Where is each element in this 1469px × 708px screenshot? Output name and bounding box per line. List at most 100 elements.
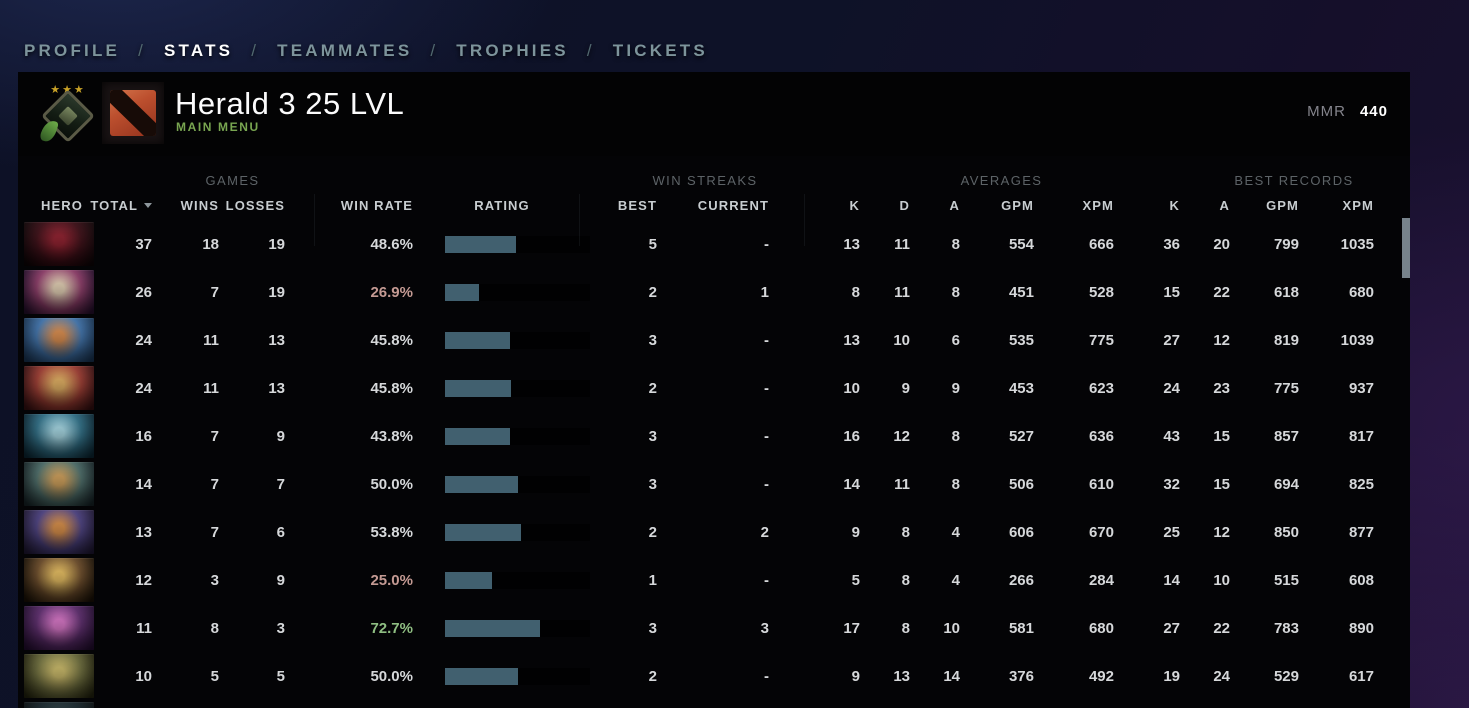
cell-total: 24 bbox=[135, 379, 152, 397]
vertical-scrollbar-thumb[interactable] bbox=[1402, 218, 1410, 278]
cell-avg-gpm: 535 bbox=[1008, 331, 1034, 349]
hero-stats-table: GAMES WIN STREAKS AVERAGES BEST RECORDS … bbox=[18, 170, 1410, 708]
cell-avg-k: 9 bbox=[851, 523, 860, 541]
cell-avg-a: 4 bbox=[951, 523, 960, 541]
col-header-win-rate[interactable]: WIN RATE bbox=[340, 197, 413, 213]
tab-profile[interactable]: PROFILE bbox=[24, 41, 121, 60]
table-row[interactable]: 24 11 13 45.8% 2 - 10 9 9 453 623 24 23 … bbox=[24, 364, 1410, 412]
cell-wins: 11 bbox=[203, 331, 219, 349]
cell-wins: 3 bbox=[210, 571, 219, 589]
tab-teammates[interactable]: TEAMMATES bbox=[277, 41, 413, 60]
hero-portrait[interactable] bbox=[24, 270, 94, 314]
cell-best-gpm: 783 bbox=[1273, 619, 1299, 637]
hero-portrait[interactable] bbox=[24, 654, 94, 698]
table-row[interactable]: 16 7 9 43.8% 3 - 16 12 8 527 636 43 15 8… bbox=[24, 412, 1410, 460]
col-header-avg-a[interactable]: A bbox=[949, 197, 960, 213]
cell-losses: 9 bbox=[276, 427, 285, 445]
table-group-headers: GAMES WIN STREAKS AVERAGES BEST RECORDS bbox=[24, 170, 1410, 190]
table-row[interactable]: 13 7 6 53.8% 2 2 9 8 4 606 670 25 12 850… bbox=[24, 508, 1410, 556]
group-header-averages: AVERAGES bbox=[960, 172, 1043, 188]
sort-caret-icon bbox=[144, 202, 152, 208]
rating-bar-track bbox=[445, 379, 590, 397]
table-row[interactable] bbox=[24, 700, 1410, 708]
dota2-logo-icon[interactable] bbox=[102, 82, 164, 144]
hero-portrait[interactable] bbox=[24, 510, 94, 554]
cell-rating bbox=[413, 619, 591, 637]
cell-win-rate: 53.8% bbox=[370, 523, 413, 541]
hero-portrait[interactable] bbox=[24, 366, 94, 410]
hero-portrait[interactable] bbox=[24, 606, 94, 650]
cell-win-rate: 72.7% bbox=[370, 619, 413, 637]
mmr-display: MMR 440 bbox=[1307, 103, 1388, 120]
table-row[interactable]: 37 18 19 48.6% 5 - 13 11 8 554 666 36 20… bbox=[24, 220, 1410, 268]
nav-separator: / bbox=[251, 41, 260, 60]
hero-portrait[interactable] bbox=[24, 318, 94, 362]
col-header-streak-best[interactable]: BEST bbox=[617, 197, 657, 213]
rating-bar-track bbox=[445, 523, 590, 541]
cell-best-a: 15 bbox=[1213, 427, 1230, 445]
tab-tickets[interactable]: TICKETS bbox=[612, 41, 708, 60]
cell-best-xpm: 937 bbox=[1348, 379, 1374, 397]
cell-avg-d: 11 bbox=[894, 475, 910, 493]
cell-streak-current: - bbox=[764, 235, 769, 253]
col-header-rating[interactable]: RATING bbox=[474, 197, 530, 213]
cell-avg-xpm: 528 bbox=[1088, 283, 1114, 301]
col-header-hero[interactable]: HERO bbox=[41, 197, 83, 213]
cell-total: 26 bbox=[135, 283, 152, 301]
col-header-best-gpm[interactable]: GPM bbox=[1266, 197, 1299, 213]
col-header-avg-gpm[interactable]: GPM bbox=[1001, 197, 1034, 213]
col-header-avg-d[interactable]: D bbox=[899, 197, 910, 213]
cell-best-xpm: 877 bbox=[1348, 523, 1374, 541]
cell-wins: 7 bbox=[210, 475, 219, 493]
cell-best-a: 20 bbox=[1213, 235, 1230, 253]
table-row[interactable]: 14 7 7 50.0% 3 - 14 11 8 506 610 32 15 6… bbox=[24, 460, 1410, 508]
cell-avg-xpm: 492 bbox=[1088, 667, 1114, 685]
tab-stats[interactable]: STATS bbox=[164, 41, 234, 60]
table-row[interactable]: 11 8 3 72.7% 3 3 17 8 10 581 680 27 22 7… bbox=[24, 604, 1410, 652]
rating-bar-track bbox=[445, 667, 590, 685]
cell-losses: 19 bbox=[268, 235, 285, 253]
rating-bar-fill bbox=[445, 619, 540, 637]
col-header-total[interactable]: TOTAL bbox=[90, 198, 152, 213]
col-header-avg-k[interactable]: K bbox=[849, 197, 860, 213]
cell-best-a: 12 bbox=[1213, 523, 1230, 541]
hero-portrait[interactable] bbox=[24, 702, 94, 708]
table-row[interactable]: 12 3 9 25.0% 1 - 5 8 4 266 284 14 10 515… bbox=[24, 556, 1410, 604]
rating-bar-fill bbox=[445, 331, 510, 349]
cell-avg-xpm: 666 bbox=[1088, 235, 1114, 253]
cell-best-gpm: 515 bbox=[1273, 571, 1299, 589]
cell-streak-best: 2 bbox=[648, 667, 657, 685]
tab-trophies[interactable]: TROPHIES bbox=[456, 41, 569, 60]
col-header-losses[interactable]: LOSSES bbox=[225, 197, 285, 213]
cell-win-rate: 50.0% bbox=[370, 475, 413, 493]
table-row[interactable]: 26 7 19 26.9% 2 1 8 11 8 451 528 15 22 6… bbox=[24, 268, 1410, 316]
col-header-best-a[interactable]: A bbox=[1219, 197, 1230, 213]
cell-avg-gpm: 606 bbox=[1008, 523, 1034, 541]
cell-avg-d: 11 bbox=[894, 283, 910, 301]
cell-wins: 18 bbox=[202, 235, 219, 253]
col-header-streak-current[interactable]: CURRENT bbox=[697, 197, 769, 213]
cell-streak-best: 3 bbox=[648, 331, 657, 349]
header-divider bbox=[804, 194, 805, 246]
cell-best-k: 27 bbox=[1163, 619, 1180, 637]
col-header-avg-xpm[interactable]: XPM bbox=[1082, 197, 1114, 213]
hero-portrait[interactable] bbox=[24, 222, 94, 266]
cell-streak-current: - bbox=[764, 427, 769, 445]
table-row[interactable]: 24 11 13 45.8% 3 - 13 10 6 535 775 27 12… bbox=[24, 316, 1410, 364]
cell-avg-xpm: 623 bbox=[1088, 379, 1114, 397]
hero-portrait[interactable] bbox=[24, 414, 94, 458]
cell-avg-d: 9 bbox=[901, 379, 910, 397]
cell-total: 14 bbox=[135, 475, 152, 493]
col-header-best-k[interactable]: K bbox=[1169, 197, 1180, 213]
hero-portrait[interactable] bbox=[24, 558, 94, 602]
rating-bar-track bbox=[445, 235, 590, 253]
hero-portrait[interactable] bbox=[24, 462, 94, 506]
col-header-best-xpm[interactable]: XPM bbox=[1342, 197, 1374, 213]
rating-bar-fill bbox=[445, 427, 510, 445]
cell-best-gpm: 618 bbox=[1273, 283, 1299, 301]
cell-best-xpm: 825 bbox=[1348, 475, 1374, 493]
cell-total: 24 bbox=[135, 331, 152, 349]
table-row[interactable]: 10 5 5 50.0% 2 - 9 13 14 376 492 19 24 5… bbox=[24, 652, 1410, 700]
cell-avg-gpm: 554 bbox=[1008, 235, 1034, 253]
col-header-wins[interactable]: WINS bbox=[180, 197, 219, 213]
